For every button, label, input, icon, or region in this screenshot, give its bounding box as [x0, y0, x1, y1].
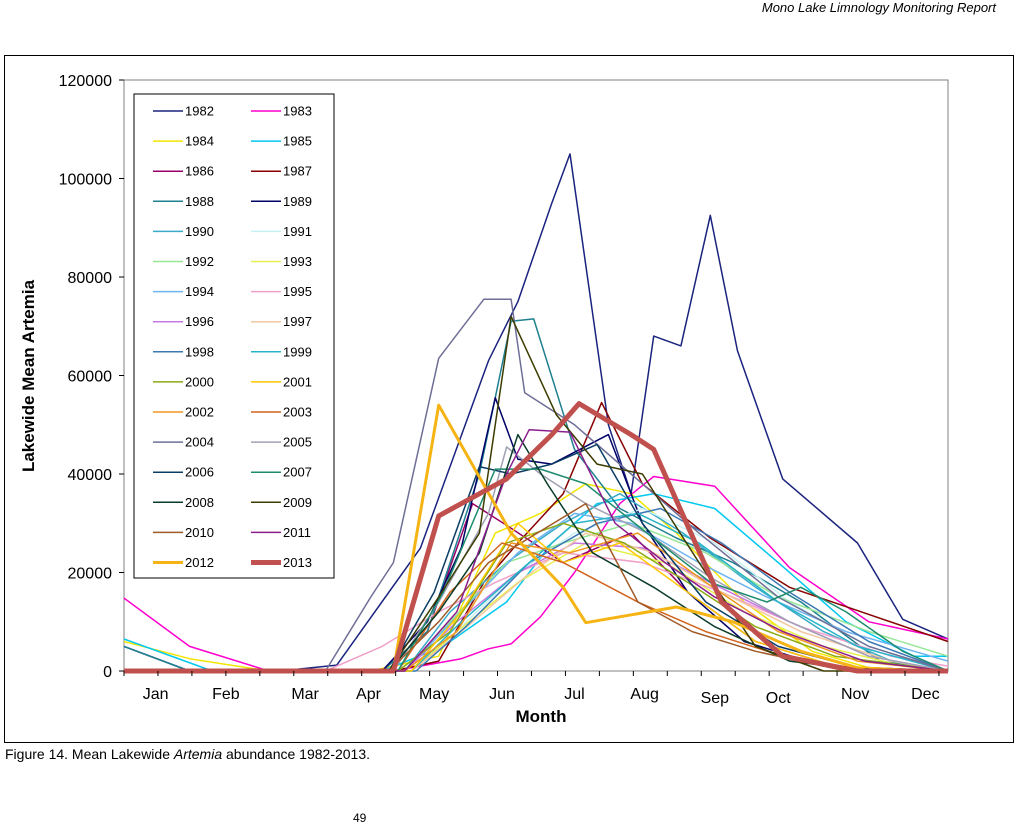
legend-label-2002: 2002: [185, 405, 214, 420]
legend-label-2005: 2005: [283, 435, 312, 450]
x-tick-label: Nov: [841, 686, 869, 703]
series-line-2002: [124, 532, 949, 672]
series-line-2007: [124, 468, 949, 672]
series-line-2006: [124, 443, 948, 672]
x-tick-label: Jul: [564, 686, 584, 703]
legend-box: [133, 93, 335, 579]
chart-frame: [4, 55, 1014, 743]
legend-label-1990: 1990: [185, 224, 214, 239]
x-tick-label: Sep: [701, 690, 730, 707]
y-tick-label: 40000: [68, 467, 113, 484]
legend-label-1991: 1991: [283, 224, 312, 239]
axes: 0 20000 40000 60000 80000 100000 120000 Jan Feb M…: [19, 73, 940, 726]
legend-label-2007: 2007: [283, 465, 312, 480]
y-tick-label: 20000: [68, 566, 113, 583]
legend-label-2001: 2001: [283, 374, 312, 389]
legend-label-2006: 2006: [185, 465, 214, 480]
y-tick-label: 80000: [68, 270, 113, 287]
x-tick-label: Dec: [911, 686, 939, 703]
series-line-2013: [124, 401, 948, 674]
legend-label-1982: 1982: [185, 104, 214, 119]
series-line-1998: [124, 507, 949, 672]
x-axis-label: Month: [516, 707, 567, 726]
x-tick-label: Jan: [143, 686, 169, 703]
x-tick-label: May: [419, 686, 449, 703]
series-line-2009: [124, 315, 948, 672]
series-line-1982: [123, 153, 949, 672]
series-line-1995: [124, 552, 949, 672]
legend-label-1995: 1995: [283, 284, 312, 299]
caption-prefix: Figure 14. Mean Lakewide: [5, 746, 174, 762]
x-tick-label: Mar: [291, 686, 319, 703]
legend-label-2012: 2012: [185, 555, 214, 570]
legend-label-2003: 2003: [283, 405, 312, 420]
legend-label-2004: 2004: [185, 435, 214, 450]
y-tick-label: 60000: [68, 369, 113, 386]
caption-suffix: abundance 1982-2013.: [222, 746, 371, 762]
legend-label-1984: 1984: [185, 134, 214, 149]
x-tick-label: Jun: [489, 686, 515, 703]
legend-label-1996: 1996: [185, 314, 214, 329]
legend-label-1994: 1994: [185, 284, 214, 299]
y-tick-label: 120000: [59, 73, 112, 90]
line-chart: 0 20000 40000 60000 80000 100000 120000 Jan Feb M…: [19, 73, 949, 726]
legend-label-1989: 1989: [283, 194, 312, 209]
series-line-1988: [123, 318, 949, 672]
y-tick-label: 100000: [59, 172, 112, 189]
series-line-1993: [124, 542, 949, 672]
report-header: Mono Lake Limnology Monitoring Report: [761, 0, 996, 15]
legend-label-1997: 1997: [283, 314, 312, 329]
legend-label-1986: 1986: [185, 164, 214, 179]
series-lines: [123, 153, 949, 674]
legend-label-1987: 1987: [283, 164, 312, 179]
legend-label-1998: 1998: [185, 344, 214, 359]
legend-label-1985: 1985: [283, 134, 312, 149]
legend-label-2013: 2013: [283, 555, 312, 570]
y-axis-label: Lakewide Mean Artemia: [19, 279, 38, 472]
legend-label-2011: 2011: [283, 525, 311, 540]
caption-italic: Artemia: [173, 746, 223, 762]
figure-caption: Figure 14. Mean Lakewide Artemia abundan…: [5, 746, 370, 762]
x-tick-label: Apr: [356, 686, 382, 703]
series-line-2011: [124, 428, 949, 672]
series-line-2000: [124, 522, 949, 672]
legend-label-1999: 1999: [283, 344, 312, 359]
legend-label-1988: 1988: [185, 194, 214, 209]
series-line-2001: [124, 522, 949, 672]
x-tick-label: Feb: [212, 686, 240, 703]
legend-label-2000: 2000: [185, 374, 214, 389]
x-tick-label: Aug: [630, 686, 658, 703]
legend-label-2010: 2010: [185, 525, 214, 540]
legend-label-2009: 2009: [283, 495, 312, 510]
legend: 1982 1983 1984 1985 1986 1987 1988 1989 1990 1991…: [133, 93, 335, 579]
series-line-2004: [124, 298, 949, 672]
page-number: 49: [353, 811, 367, 825]
legend-label-2008: 2008: [185, 495, 214, 510]
legend-label-1992: 1992: [185, 254, 214, 269]
legend-label-1993: 1993: [283, 254, 312, 269]
x-tick-label: Oct: [766, 690, 791, 707]
y-tick-label: 0: [103, 664, 112, 681]
legend-label-1983: 1983: [283, 104, 312, 119]
